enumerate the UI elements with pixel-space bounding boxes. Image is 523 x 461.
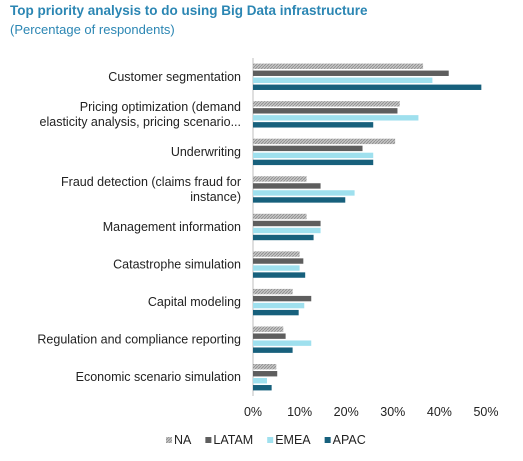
legend-swatch-latam bbox=[205, 437, 212, 443]
bar-na-4 bbox=[253, 213, 307, 220]
x-tick-label: 20% bbox=[334, 405, 359, 419]
chart-title: Top priority analysis to do using Big Da… bbox=[10, 3, 368, 18]
bar-latam-7 bbox=[253, 333, 286, 339]
legend-label-apac: APAC bbox=[333, 433, 366, 447]
category-label: Capital modeling bbox=[148, 295, 241, 309]
bar-latam-3 bbox=[253, 183, 321, 189]
bar-apac-6 bbox=[253, 309, 299, 316]
bar-latam-6 bbox=[253, 295, 312, 302]
legend-label-emea: EMEA bbox=[275, 433, 311, 447]
x-tick-label: 10% bbox=[287, 405, 312, 419]
bar-na-2 bbox=[253, 138, 396, 145]
bar-latam-1 bbox=[253, 108, 398, 114]
bar-emea-4 bbox=[253, 227, 321, 234]
bar-latam-5 bbox=[253, 258, 304, 264]
category-label: Fraud detection (claims fraud for bbox=[61, 175, 241, 189]
bar-emea-5 bbox=[253, 265, 300, 271]
x-tick-label: 40% bbox=[427, 405, 452, 419]
bar-na-3 bbox=[253, 176, 307, 182]
category-label: Management information bbox=[103, 220, 241, 234]
x-tick-label: 50% bbox=[473, 405, 498, 419]
bar-emea-1 bbox=[253, 115, 419, 121]
category-label: Regulation and compliance reporting bbox=[37, 333, 241, 347]
bar-latam-0 bbox=[253, 70, 449, 76]
bar-emea-2 bbox=[253, 152, 374, 159]
bar-na-5 bbox=[253, 251, 300, 257]
category-label: Pricing optimization (demand bbox=[80, 100, 241, 114]
chart-subtitle: (Percentage of respondents) bbox=[10, 22, 175, 37]
bar-apac-0 bbox=[253, 84, 482, 90]
bar-latam-4 bbox=[253, 220, 321, 227]
legend-label-na: NA bbox=[174, 433, 192, 447]
legend-label-latam: LATAM bbox=[213, 433, 253, 447]
bar-apac-2 bbox=[253, 159, 374, 166]
bar-apac-7 bbox=[253, 347, 293, 353]
x-tick-label: 30% bbox=[380, 405, 405, 419]
category-label: Catastrophe simulation bbox=[113, 258, 241, 272]
bar-emea-7 bbox=[253, 340, 312, 346]
legend-swatch-na bbox=[166, 437, 172, 443]
bar-apac-8 bbox=[253, 385, 272, 391]
bar-apac-1 bbox=[253, 122, 374, 128]
bar-na-7 bbox=[253, 326, 284, 332]
bar-emea-6 bbox=[253, 302, 305, 309]
bar-emea-3 bbox=[253, 190, 355, 196]
legend-swatch-apac bbox=[324, 437, 331, 443]
category-label: Economic scenario simulation bbox=[76, 370, 241, 384]
category-label: elasticity analysis, pricing scenario... bbox=[40, 115, 241, 129]
bar-na-1 bbox=[253, 101, 400, 107]
category-label: Underwriting bbox=[171, 145, 241, 159]
bar-apac-4 bbox=[253, 234, 314, 241]
bar-na-6 bbox=[253, 288, 293, 295]
category-label: Customer segmentation bbox=[108, 70, 241, 84]
bar-na-8 bbox=[253, 364, 277, 370]
x-tick-label: 0% bbox=[244, 405, 262, 419]
bar-latam-8 bbox=[253, 371, 278, 377]
bar-na-0 bbox=[253, 63, 424, 69]
bar-latam-2 bbox=[253, 145, 363, 152]
legend-swatch-emea bbox=[267, 437, 274, 443]
bar-apac-5 bbox=[253, 272, 306, 278]
category-label: instance) bbox=[190, 190, 241, 204]
bar-emea-0 bbox=[253, 77, 433, 83]
bar-apac-3 bbox=[253, 197, 346, 203]
bar-emea-8 bbox=[253, 378, 267, 384]
